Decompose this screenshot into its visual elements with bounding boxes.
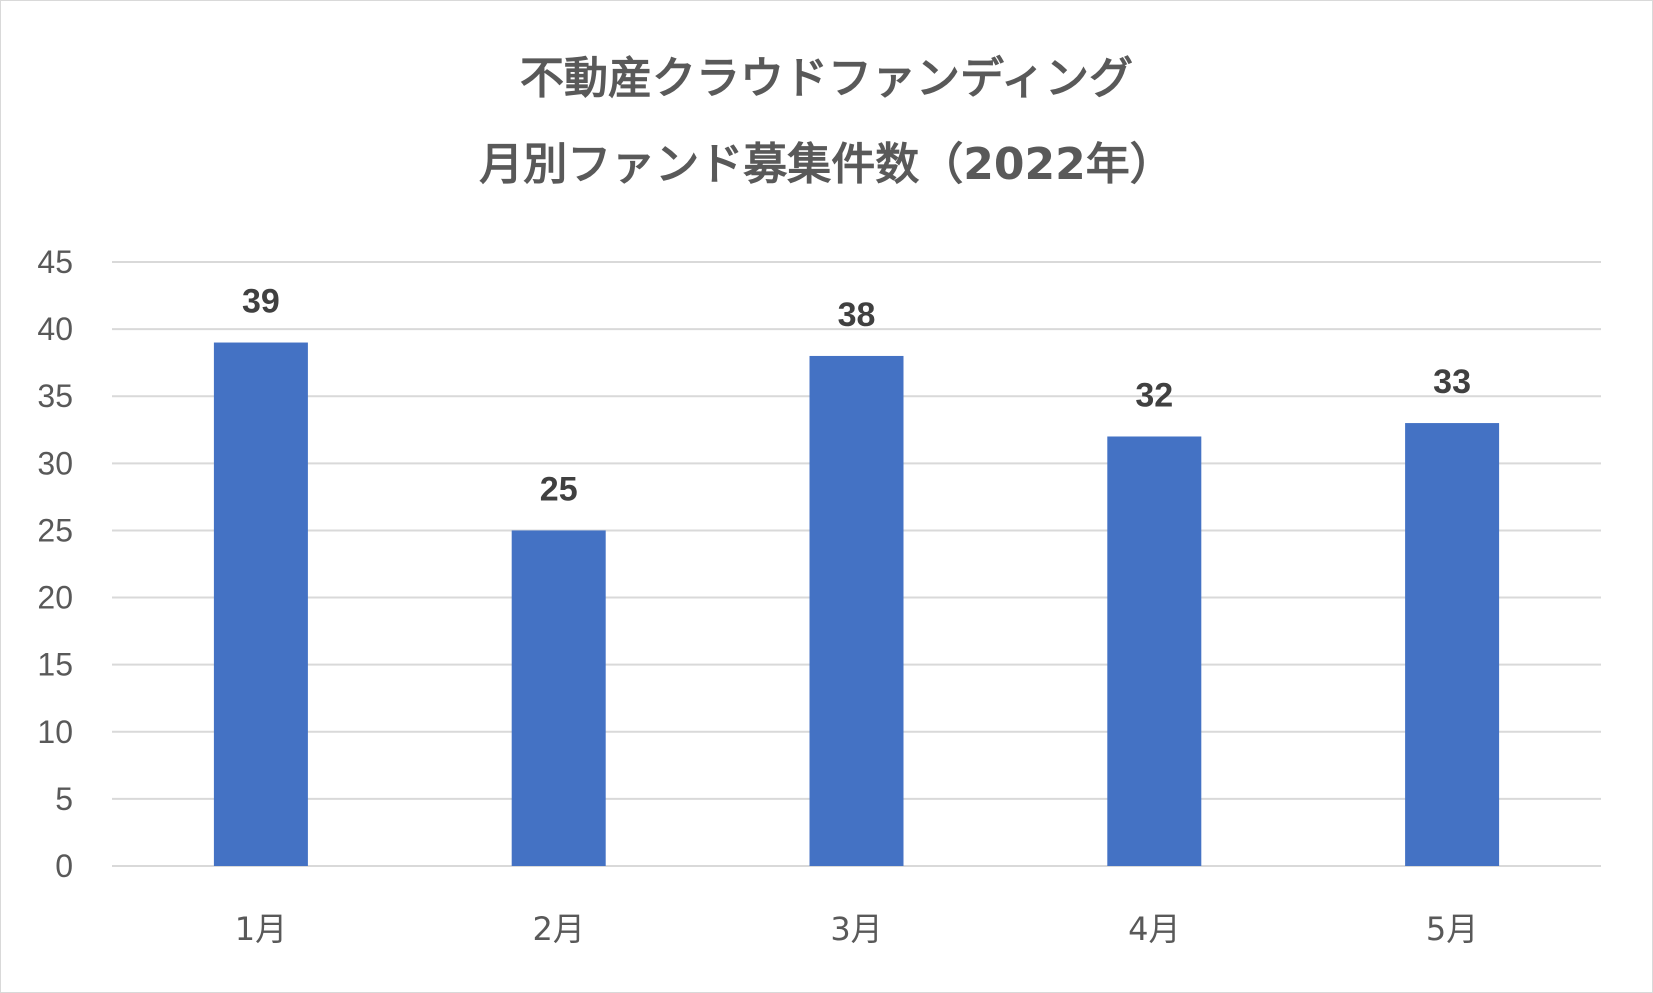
- bar: [809, 355, 904, 866]
- data-labels: 39 25 38 32 33: [242, 283, 1471, 509]
- data-label: 38: [838, 296, 876, 334]
- chart-subtitle: 月別ファンド募集件数（2022年）: [479, 139, 1174, 190]
- y-axis-tick-labels: 0 5 10 15 20 25 30 35 40 45: [37, 244, 73, 884]
- data-label: 32: [1135, 376, 1173, 414]
- bar: [213, 342, 308, 866]
- bar: [1405, 423, 1500, 866]
- bar: [1107, 436, 1202, 866]
- x-axis-category-labels: 1月 2月 3月 4月 5月: [235, 910, 1479, 948]
- x-category-label: 2月: [533, 910, 585, 948]
- data-label: 39: [242, 283, 280, 321]
- x-category-label: 5月: [1426, 910, 1478, 948]
- y-tick-label: 35: [37, 378, 73, 414]
- chart-title: 不動産クラウドファンディング: [520, 53, 1133, 104]
- x-category-label: 3月: [830, 910, 882, 948]
- bar: [511, 530, 606, 866]
- y-tick-label: 30: [37, 445, 73, 481]
- data-label: 33: [1433, 363, 1471, 401]
- y-tick-label: 25: [37, 512, 73, 548]
- y-tick-label: 0: [55, 848, 73, 884]
- y-tick-label: 45: [37, 244, 73, 280]
- y-tick-label: 40: [37, 311, 73, 347]
- bars: [213, 342, 1500, 866]
- y-tick-label: 20: [37, 580, 73, 616]
- x-category-label: 4月: [1128, 910, 1180, 948]
- y-tick-label: 10: [37, 714, 73, 750]
- data-label: 25: [540, 470, 578, 508]
- y-tick-label: 15: [37, 647, 73, 683]
- y-tick-label: 5: [55, 781, 73, 817]
- x-category-label: 1月: [235, 910, 287, 948]
